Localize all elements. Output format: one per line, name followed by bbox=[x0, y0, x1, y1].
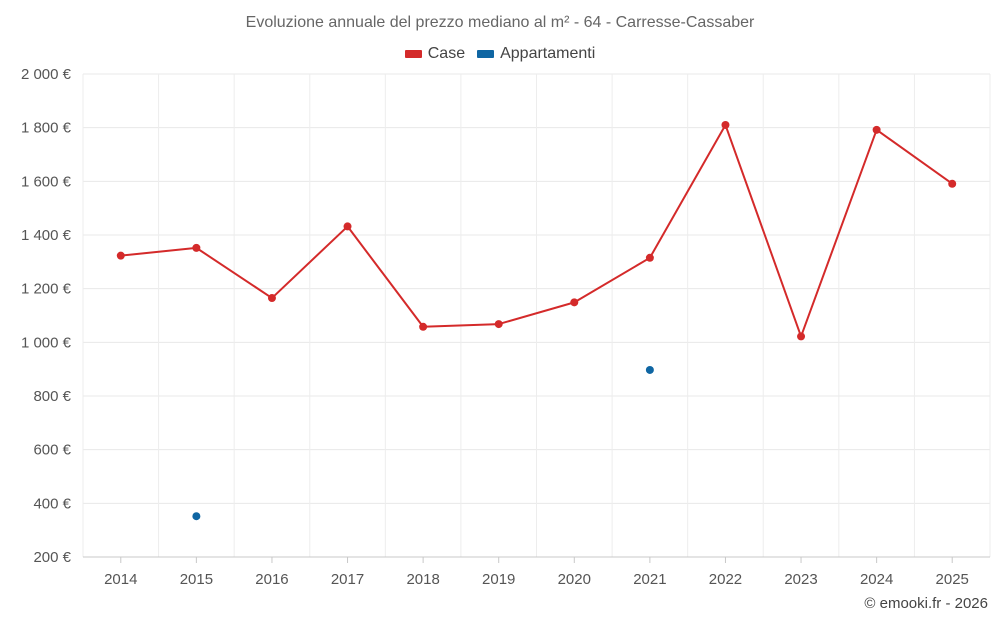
series-layer bbox=[116, 120, 957, 521]
legend-item-case[interactable]: Case bbox=[404, 45, 466, 63]
data-point-appartamenti bbox=[645, 365, 654, 374]
credit-text: © emooki.fr - 2026 bbox=[864, 595, 988, 612]
x-tick-label: 2025 bbox=[936, 571, 969, 588]
x-tick-label: 2024 bbox=[860, 571, 893, 588]
x-tick-label: 2015 bbox=[180, 571, 213, 588]
y-tick-label: 1 800 € bbox=[21, 120, 72, 137]
y-tick-label: 400 € bbox=[33, 495, 71, 512]
legend-label-appartamenti: Appartamenti bbox=[500, 45, 596, 62]
x-tick-label: 2020 bbox=[558, 571, 591, 588]
chart-title: Evoluzione annuale del prezzo mediano al… bbox=[245, 14, 755, 31]
y-tick-label: 1 000 € bbox=[21, 334, 72, 351]
y-tick-label: 200 € bbox=[33, 549, 71, 566]
x-tick-label: 2014 bbox=[104, 571, 137, 588]
data-point-case bbox=[721, 120, 730, 129]
grid-layer bbox=[82, 73, 991, 557]
x-tick-label: 2019 bbox=[482, 571, 515, 588]
axis-layer: 200 € 400 € 600 € 800 € 1 000 € 1 200 € 1 400 … bbox=[21, 66, 990, 588]
series-line-case bbox=[120, 123, 953, 338]
data-point-case bbox=[570, 298, 579, 307]
data-point-case bbox=[948, 179, 957, 188]
data-point-case bbox=[419, 322, 428, 331]
data-point-appartamenti bbox=[192, 512, 201, 521]
x-tick-label: 2022 bbox=[709, 571, 742, 588]
data-point-case bbox=[192, 243, 201, 252]
data-point-case bbox=[872, 125, 881, 134]
legend-item-appartamenti[interactable]: Appartamenti bbox=[477, 45, 595, 63]
data-point-case bbox=[797, 332, 806, 341]
data-point-case bbox=[267, 294, 276, 303]
data-point-case bbox=[343, 222, 352, 231]
y-tick-label: 1 400 € bbox=[21, 227, 72, 244]
legend-label-case: Case bbox=[427, 45, 466, 62]
data-point-case bbox=[494, 320, 503, 329]
y-tick-label: 1 600 € bbox=[21, 173, 72, 190]
x-tick-label: 2016 bbox=[255, 571, 288, 588]
x-tick-label: 2017 bbox=[331, 571, 364, 588]
legend-swatch-appartamenti bbox=[477, 50, 495, 58]
data-point-case bbox=[645, 253, 654, 262]
x-tick-label: 2021 bbox=[633, 571, 666, 588]
legend: Case Appartamenti bbox=[0, 45, 1000, 63]
y-tick-label: 800 € bbox=[33, 388, 71, 405]
legend-swatch-case bbox=[404, 50, 422, 58]
y-tick-label: 600 € bbox=[33, 442, 71, 459]
data-point-case bbox=[116, 251, 125, 260]
x-tick-label: 2018 bbox=[406, 571, 439, 588]
y-tick-label: 2 000 € bbox=[21, 66, 72, 83]
x-tick-label: 2023 bbox=[784, 571, 817, 588]
y-tick-label: 1 200 € bbox=[21, 281, 72, 298]
